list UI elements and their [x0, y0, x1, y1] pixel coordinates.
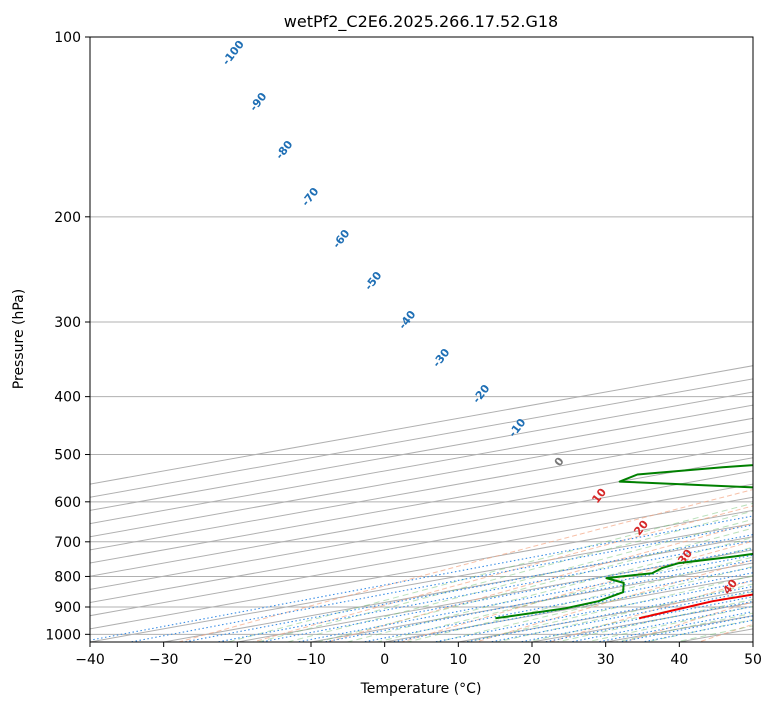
isotherm-line [90, 391, 753, 511]
dewpoint-profile [495, 464, 753, 620]
x-tick-label: 50 [744, 652, 762, 668]
isotherm-line [160, 536, 753, 642]
isotherm-label: -100 [220, 38, 247, 68]
y-tick-label: 100 [54, 30, 81, 46]
moist-adiabat [464, 575, 753, 642]
isotherm-label: -60 [330, 227, 353, 251]
x-tick-label: −20 [223, 652, 253, 668]
y-tick-label: 600 [54, 495, 81, 511]
mixing-ratio-line [294, 554, 753, 642]
isotherm-label: 10 [589, 486, 609, 506]
isotherm-line [90, 404, 753, 525]
moist-adiabat [345, 537, 753, 642]
isotherm-label: -50 [362, 269, 385, 293]
moist-adiabat [255, 510, 753, 642]
isotherm-label: -30 [430, 346, 453, 370]
dry-adiabat [399, 540, 753, 642]
y-axis-ticks: 100 200 300 400 500 600 700 800 900 1000 [45, 30, 90, 643]
x-tick-label: 40 [670, 652, 688, 668]
y-tick-label: 300 [54, 315, 81, 331]
dry-adiabat [759, 37, 775, 647]
mixing-ratio-line [541, 600, 753, 642]
profile-lines [495, 464, 753, 620]
isotherm-line [90, 417, 753, 538]
background-labels: 0.10.20.40.611.52346810131620253036-100-… [220, 38, 741, 597]
x-tick-label: 0 [380, 652, 389, 668]
moist-adiabat [226, 502, 753, 642]
mixing-ratio-line [127, 524, 753, 642]
mixing-ratio-line [431, 580, 753, 642]
isotherm-label: -20 [470, 382, 493, 406]
isotherm-label: -70 [299, 185, 322, 209]
x-tick-label: −10 [296, 652, 326, 668]
x-tick-label: 10 [449, 652, 467, 668]
isotherm-label: 20 [631, 518, 651, 538]
x-tick-label: 20 [523, 652, 541, 668]
x-tick-label: 30 [597, 652, 615, 668]
mixing-ratio-line [90, 515, 753, 641]
y-tick-label: 200 [54, 210, 81, 226]
isotherm-line [90, 523, 753, 642]
isotherm-line [750, 641, 753, 642]
isotherm-line [90, 496, 753, 617]
y-tick-label: 400 [54, 390, 81, 406]
moist-adiabat [673, 625, 753, 642]
moist-adiabat [494, 583, 753, 642]
y-tick-label: 1000 [45, 627, 81, 643]
mixing-ratio-line [462, 585, 753, 642]
y-axis-label: Pressure (hPa) [11, 289, 27, 389]
chart-title: wetPf2_C2E6.2025.266.17.52.G18 [284, 12, 558, 32]
isotherm-line [90, 509, 753, 630]
mixing-ratio-line [181, 534, 753, 642]
isotherm-line [90, 430, 753, 551]
y-tick-label: 700 [54, 535, 81, 551]
isotherm-label: -40 [396, 308, 419, 332]
moist-adiabat [434, 566, 753, 642]
isotherm-label: 40 [720, 577, 740, 597]
dry-adiabat [697, 623, 753, 642]
isotherm-line [90, 457, 753, 577]
mixing-ratio-line [487, 590, 753, 642]
isotherm-label: -90 [247, 90, 270, 114]
y-tick-label: 900 [54, 600, 81, 616]
isotherm-line [90, 444, 753, 564]
moist-adiabat [405, 556, 753, 642]
isotherm-line [676, 628, 753, 642]
x-axis-ticks: −40 −30 −20 −10 0 10 20 30 40 50 [75, 642, 762, 668]
isotherm-line [90, 378, 753, 498]
isotherm-label: -80 [273, 138, 296, 162]
y-tick-label: 800 [54, 569, 81, 585]
mixing-ratio-line [517, 596, 753, 642]
isotherm-line [90, 483, 753, 604]
x-axis-label: Temperature (°C) [360, 681, 482, 697]
x-tick-label: −40 [75, 652, 105, 668]
moist-adiabat [285, 518, 753, 642]
plot-frame [89, 36, 754, 643]
isotherm-line [90, 365, 753, 485]
x-tick-label: −30 [149, 652, 179, 668]
mixing-ratio-line [321, 559, 753, 642]
y-tick-label: 500 [54, 448, 81, 464]
isotherm-line [90, 470, 753, 590]
moist-adiabat [315, 527, 753, 642]
background-lines [90, 37, 775, 647]
